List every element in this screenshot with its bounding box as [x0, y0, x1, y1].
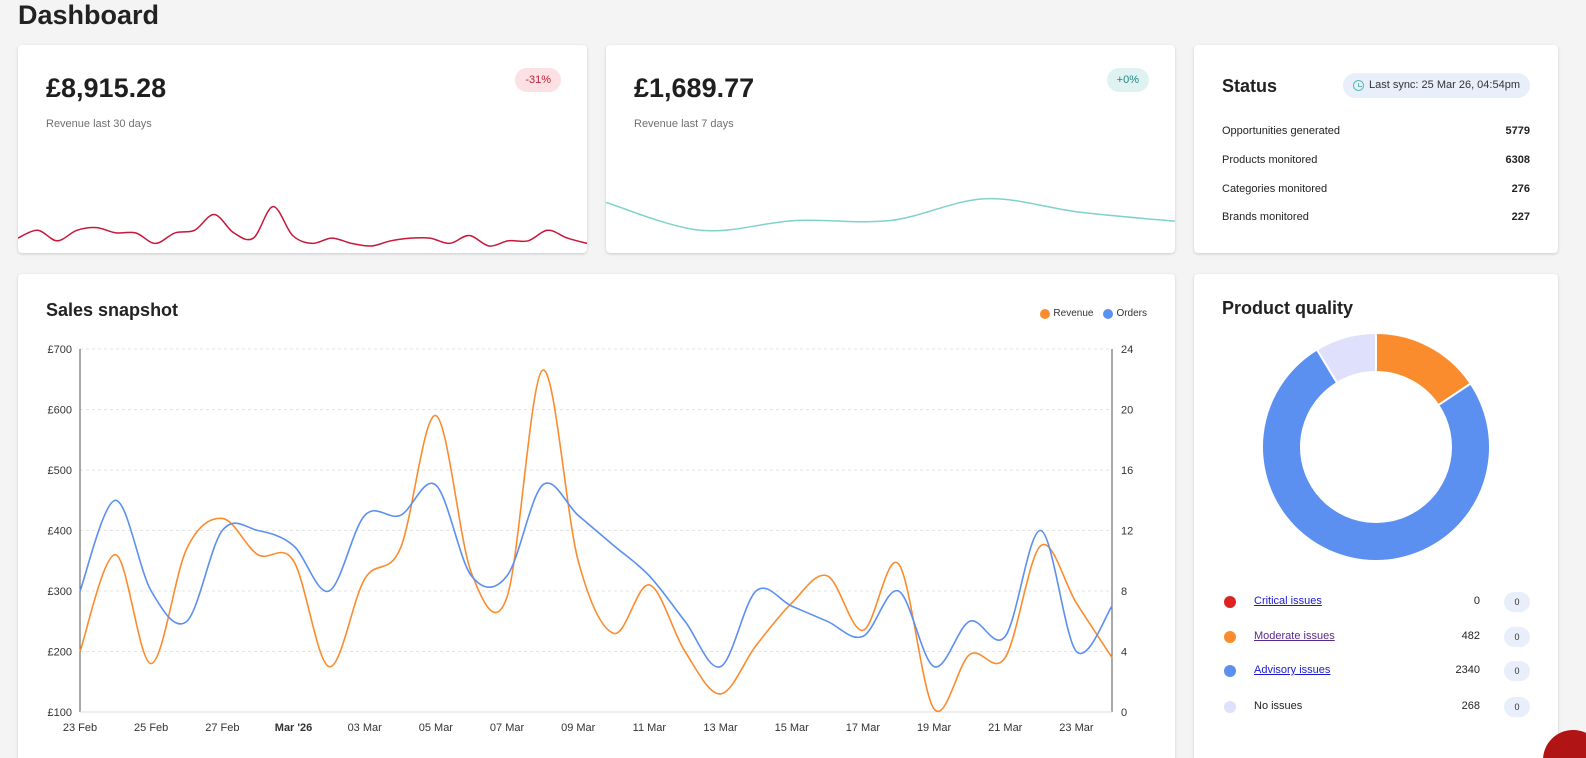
revenue-30d-sparkline — [18, 205, 587, 247]
last-sync-text: Last sync: 25 Mar 26, 04:54pm — [1368, 79, 1520, 91]
x-tick-label: 17 Mar — [846, 722, 881, 734]
status-row-value: 276 — [1511, 183, 1530, 195]
moderate-issues-link[interactable]: Moderate issues — [1254, 630, 1335, 642]
moderate-dot — [1224, 631, 1236, 643]
advisory-issues-pill: 0 — [1504, 661, 1530, 681]
legend-label: Orders — [1116, 308, 1147, 319]
status-row-value: 6308 — [1505, 154, 1530, 166]
x-tick-label: 07 Mar — [490, 722, 525, 734]
critical-dot — [1224, 596, 1236, 608]
no-issues-pill: 0 — [1504, 697, 1530, 717]
x-tick-label: 11 Mar — [633, 722, 667, 734]
y-right-tick-label: 0 — [1121, 707, 1127, 719]
revenue-7d-label: Revenue last 7 days — [634, 118, 734, 130]
clock-icon — [1352, 80, 1364, 91]
critical-issues-count: 0 — [1473, 595, 1480, 607]
no-issues-dot — [1224, 701, 1236, 713]
legend-label: Revenue — [1053, 308, 1094, 319]
x-tick-label: 13 Mar — [703, 722, 738, 734]
y-right-tick-label: 20 — [1121, 405, 1133, 417]
y-left-tick-label: £600 — [48, 405, 72, 417]
status-row: Brands monitored 227 — [1222, 207, 1530, 227]
product-quality-title: Product quality — [1222, 298, 1354, 318]
moderate-issues-count: 482 — [1461, 630, 1480, 642]
y-right-tick-label: 12 — [1121, 526, 1133, 538]
quality-row-critical: Critical issues 0 0 — [1222, 591, 1530, 613]
sales-snapshot-title: Sales snapshot — [46, 300, 179, 320]
revenue-30d-card: £8,915.28 Revenue last 30 days -31% — [18, 45, 587, 253]
donut-slice — [1261, 348, 1491, 562]
status-row-value: 227 — [1511, 211, 1530, 223]
moderate-issues-pill: 0 — [1504, 627, 1530, 647]
revenue-7d-card: £1,689.77 Revenue last 7 days +0% — [606, 45, 1175, 253]
x-tick-label: Mar '26 — [275, 722, 312, 734]
advisory-issues-link[interactable]: Advisory issues — [1254, 664, 1331, 676]
revenue-legend-dot — [1040, 308, 1051, 319]
page-title: Dashboard — [18, 0, 160, 30]
legend-item-revenue[interactable]: Revenue — [1040, 308, 1093, 319]
quality-row-advisory: Advisory issues 2340 0 — [1222, 660, 1530, 682]
advisory-dot — [1224, 665, 1236, 677]
revenue-7d-change-badge: +0% — [1106, 68, 1149, 92]
sales-legend: Revenue Orders — [1040, 308, 1147, 319]
status-row-label: Products monitored — [1222, 154, 1318, 166]
y-left-tick-label: £500 — [48, 465, 72, 477]
revenue-30d-change-badge: -31% — [515, 68, 561, 92]
y-right-tick-label: 8 — [1121, 586, 1127, 598]
status-row: Categories monitored 276 — [1222, 179, 1530, 199]
advisory-issues-count: 2340 — [1455, 664, 1480, 676]
status-row: Opportunities generated 5779 — [1222, 121, 1530, 141]
x-tick-label: 23 Mar — [1059, 722, 1094, 734]
x-tick-label: 05 Mar — [419, 722, 454, 734]
x-tick-label: 09 Mar — [561, 722, 596, 734]
revenue-7d-sparkline — [606, 197, 1175, 232]
y-left-tick-label: £100 — [48, 707, 72, 719]
orders-legend-dot — [1103, 308, 1114, 319]
revenue-30d-label: Revenue last 30 days — [46, 118, 152, 130]
revenue-7d-value: £1,689.77 — [634, 73, 755, 103]
sales-snapshot-card: Sales snapshot Revenue Orders £100 £200 £3… — [18, 274, 1175, 758]
y-left-tick-label: £700 — [48, 344, 72, 356]
x-tick-label: 03 Mar — [348, 722, 383, 734]
y-right-tick-label: 4 — [1121, 647, 1127, 659]
product-quality-card: Product quality Critical issues 0 0 Mode… — [1194, 274, 1558, 758]
orders-series-line — [79, 482, 1113, 668]
y-right-tick-label: 16 — [1121, 465, 1133, 477]
no-issues-count: 268 — [1461, 700, 1480, 712]
no-issues-label: No issues — [1254, 700, 1303, 712]
status-row-label: Opportunities generated — [1222, 125, 1341, 137]
x-tick-label: 27 Feb — [205, 722, 239, 734]
status-title: Status — [1222, 76, 1278, 96]
legend-item-orders[interactable]: Orders — [1103, 308, 1147, 319]
status-card: Status Last sync: 25 Mar 26, 04:54pm Opp… — [1194, 45, 1558, 253]
donut-slice — [1315, 331, 1377, 385]
y-left-tick-label: £200 — [48, 647, 72, 659]
status-row-label: Brands monitored — [1222, 211, 1309, 223]
product-quality-donut — [1261, 331, 1491, 562]
quality-row-none: No issues 268 0 — [1222, 696, 1530, 718]
x-tick-label: 23 Feb — [63, 722, 97, 734]
revenue-7d-sparkline-line — [606, 197, 1175, 232]
revenue-30d-sparkline-line — [18, 205, 587, 247]
x-tick-label: 15 Mar — [775, 722, 810, 734]
x-tick-label: 19 Mar — [917, 722, 952, 734]
critical-issues-pill: 0 — [1504, 592, 1530, 612]
y-right-tick-label: 24 — [1121, 344, 1133, 356]
revenue-30d-value: £8,915.28 — [46, 73, 167, 103]
status-row: Products monitored 6308 — [1222, 150, 1530, 170]
status-row-label: Categories monitored — [1222, 183, 1328, 195]
revenue-series-line — [79, 369, 1113, 713]
status-row-value: 5779 — [1505, 125, 1530, 137]
sales-chart: £100 £200 £300 £400 £500 £600 £700 0 4 8 12 16 20 24 2… — [48, 344, 1134, 734]
last-sync-badge: Last sync: 25 Mar 26, 04:54pm — [1342, 73, 1530, 98]
y-left-tick-label: £300 — [48, 586, 72, 598]
y-left-tick-label: £400 — [48, 526, 72, 538]
quality-row-moderate: Moderate issues 482 0 — [1222, 626, 1530, 648]
x-tick-label: 21 Mar — [988, 722, 1023, 734]
critical-issues-link[interactable]: Critical issues — [1254, 595, 1322, 607]
x-tick-label: 25 Feb — [134, 722, 168, 734]
